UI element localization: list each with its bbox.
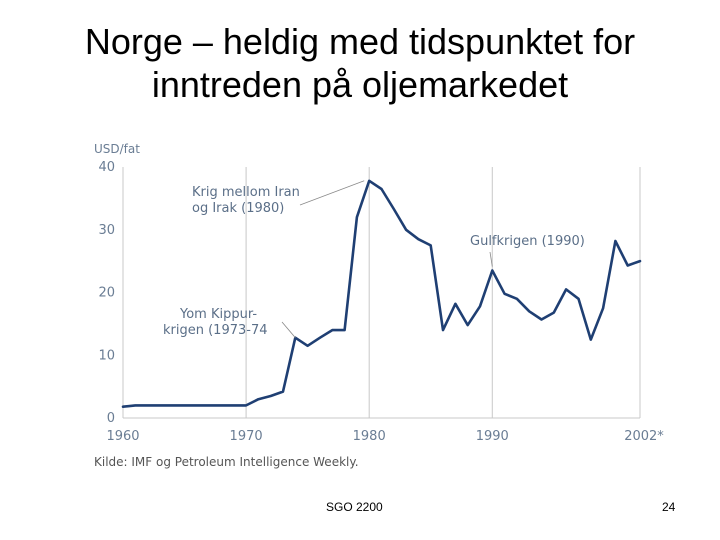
- price-line: [121, 179, 642, 409]
- footer-text: SGO 2200: [326, 500, 383, 514]
- y-axis-label: USD/fat: [94, 142, 140, 156]
- y-tick-label: 10: [98, 348, 115, 363]
- y-tick-label: 0: [107, 411, 115, 426]
- annotation-yom-kippur: Yom Kippur- krigen (1973-74: [163, 307, 296, 338]
- annotation-line: Yom Kippur-: [179, 307, 257, 322]
- x-tick-label: 1970: [230, 429, 263, 444]
- annotation-leader-line: [299, 180, 365, 206]
- annotation-label: Krig mellom Iran og Irak (1980): [192, 185, 304, 216]
- annotation-leader-line: [489, 251, 493, 267]
- annotation-line: Krig mellom Iran: [192, 185, 300, 200]
- x-tick-label: 1990: [476, 429, 509, 444]
- y-tick-label: 30: [98, 223, 115, 238]
- annotation-label: Gulfkrigen (1990): [470, 234, 585, 249]
- annotation-gulf-war: Gulfkrigen (1990): [470, 234, 585, 267]
- title-line-2: inntreden på oljemarkedet: [151, 64, 569, 105]
- annotation-line: og Irak (1980): [192, 201, 284, 216]
- y-tick-labels: 0 10 20 30 40: [98, 160, 115, 426]
- x-tick-label: 1980: [353, 429, 386, 444]
- annotation-line: krigen (1973-74: [163, 323, 268, 338]
- x-tick-label: 1960: [106, 429, 139, 444]
- source-note: Kilde: IMF og Petroleum Intelligence Wee…: [94, 455, 359, 469]
- annotation-label: Yom Kippur- krigen (1973-74: [163, 307, 268, 338]
- slide-title: Norge – heldig med tidspunktet for inntr…: [0, 20, 720, 106]
- annotation-line: Gulfkrigen (1990): [470, 234, 585, 249]
- title-line-1: Norge – heldig med tidspunktet for: [84, 21, 636, 62]
- price-series: [121, 179, 642, 409]
- chart-grid: [122, 167, 641, 419]
- x-tick-label: 2002*: [624, 429, 664, 444]
- y-tick-label: 20: [98, 286, 115, 301]
- annotation-iran-iraq: Krig mellom Iran og Irak (1980): [192, 180, 365, 216]
- y-tick-label: 40: [98, 160, 115, 175]
- annotation-leader-line: [281, 321, 296, 338]
- x-tick-labels: 1960 1970 1980 1990 2002*: [106, 429, 664, 444]
- page-number: 24: [662, 500, 676, 514]
